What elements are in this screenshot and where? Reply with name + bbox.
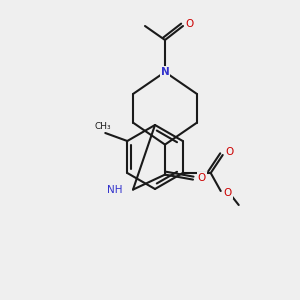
- Text: O: O: [226, 147, 234, 157]
- Text: O: O: [198, 172, 206, 183]
- Text: O: O: [185, 19, 193, 29]
- Text: NH: NH: [107, 184, 123, 195]
- Text: CH₃: CH₃: [95, 122, 112, 131]
- Text: O: O: [224, 188, 232, 198]
- Text: N: N: [160, 67, 169, 77]
